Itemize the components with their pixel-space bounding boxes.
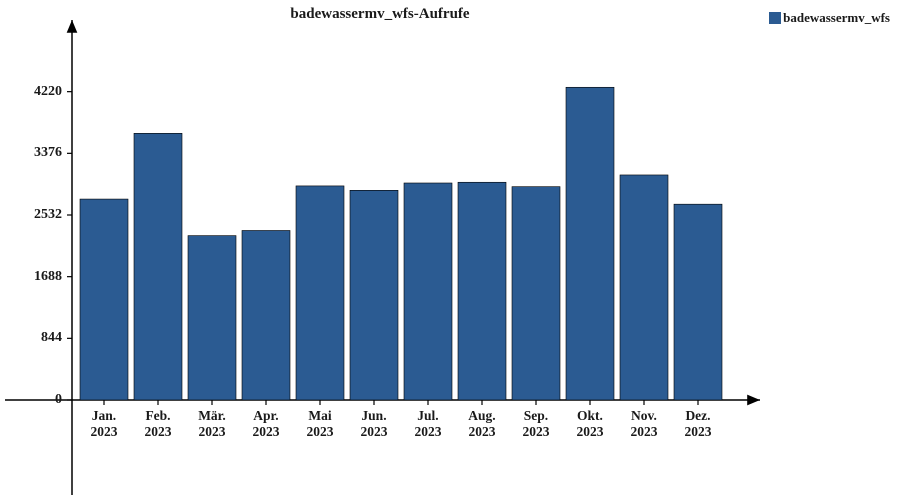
xtick-label: Feb.2023 <box>131 408 185 439</box>
ytick-label: 3376 <box>34 145 62 161</box>
ytick-label: 4220 <box>34 84 62 100</box>
ytick-label: 0 <box>55 392 62 408</box>
xtick-label: Aug.2023 <box>455 408 509 439</box>
xtick-label: Jul.2023 <box>401 408 455 439</box>
xtick-label: Nov.2023 <box>617 408 671 439</box>
xtick-label: Mär.2023 <box>185 408 239 439</box>
xtick-label: Jun.2023 <box>347 408 401 439</box>
ytick-label: 2532 <box>34 207 62 223</box>
chart-container: badewassermv_wfs-Aufrufe badewassermv_wf… <box>0 0 900 500</box>
xtick-label: Okt.2023 <box>563 408 617 439</box>
xtick-label: Jan.2023 <box>77 408 131 439</box>
ytick-label: 844 <box>41 330 62 346</box>
ytick-label: 1688 <box>34 269 62 285</box>
xtick-label: Dez.2023 <box>671 408 725 439</box>
xtick-label: Sep.2023 <box>509 408 563 439</box>
xtick-label: Mai2023 <box>293 408 347 439</box>
xtick-label: Apr.2023 <box>239 408 293 439</box>
